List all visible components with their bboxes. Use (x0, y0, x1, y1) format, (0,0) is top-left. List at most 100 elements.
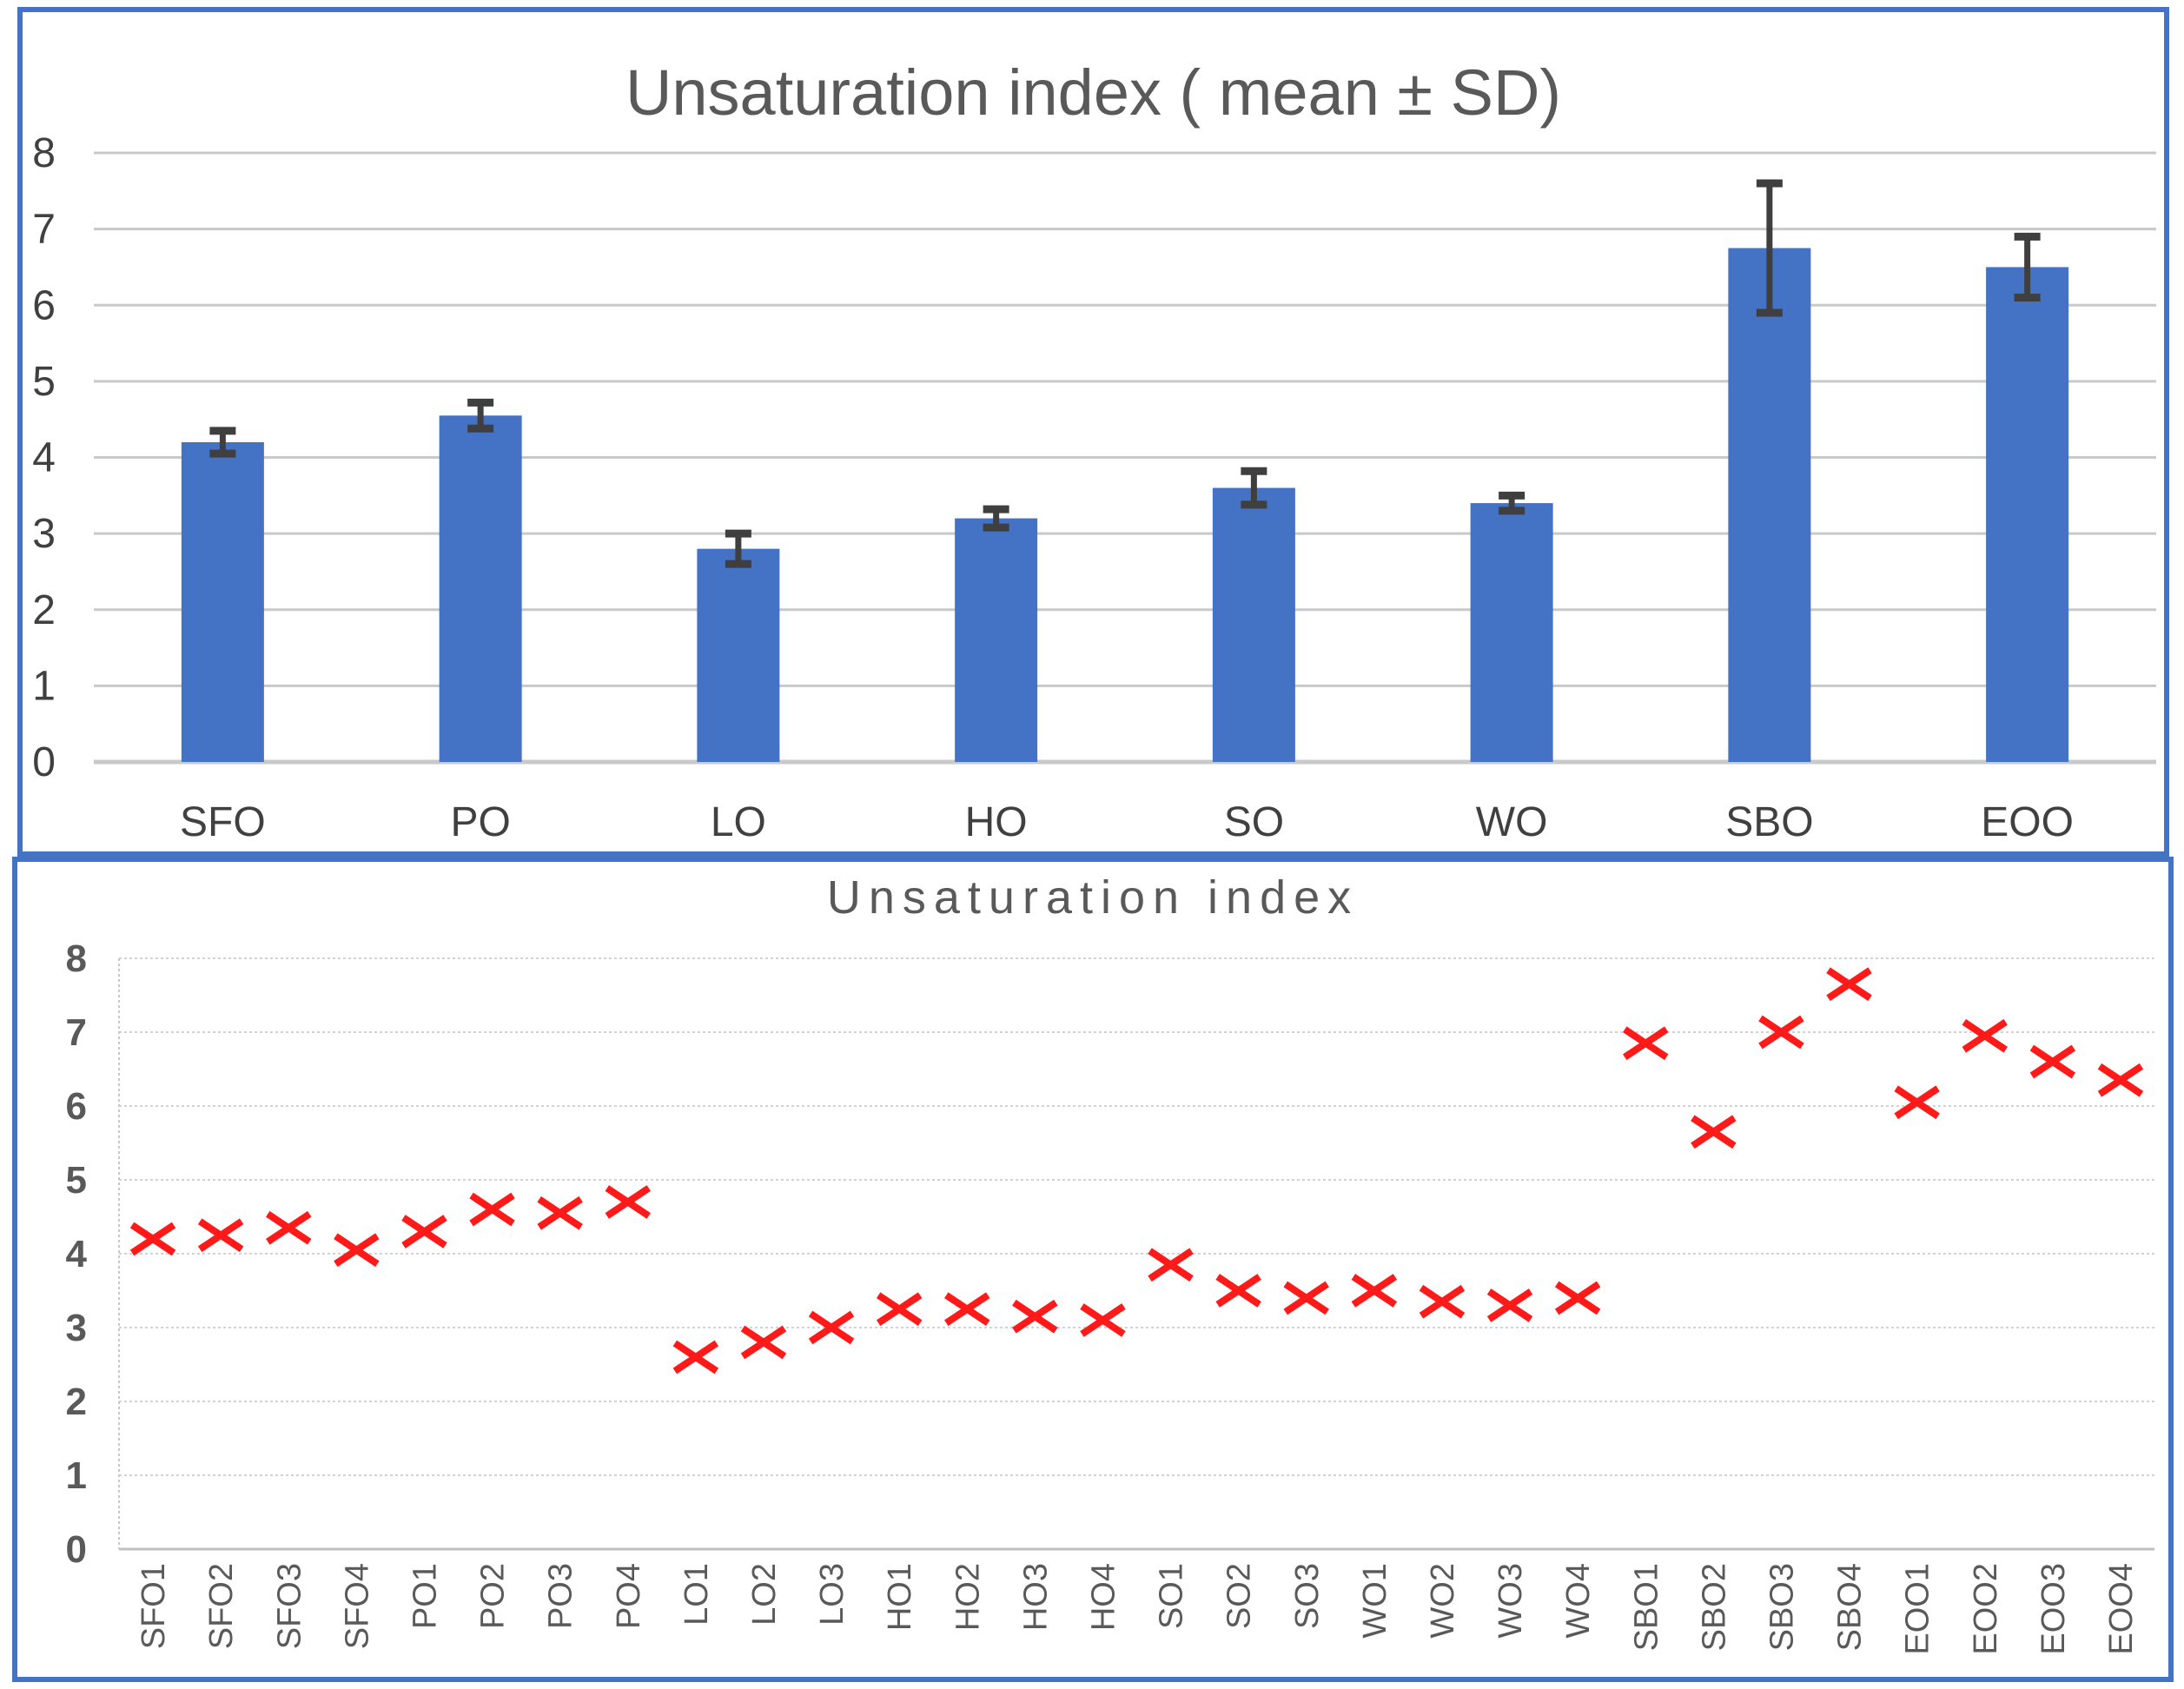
scatter-xtick-EOO2: EOO2 (1968, 1563, 2004, 1655)
bar-xtick-WO: WO (1476, 799, 1548, 845)
scatter-xtick-EOO1: EOO1 (1900, 1563, 1936, 1655)
scatter-point-HO2 (944, 1292, 990, 1327)
bar-chart-title: Unsaturation index ( mean ± SD) (625, 56, 1562, 129)
scatter-point-WO3 (1486, 1288, 1533, 1322)
scatter-xtick-SFO3: SFO3 (271, 1563, 308, 1649)
scatter-point-LO3 (808, 1310, 855, 1345)
scatter-ytick-2: 2 (66, 1381, 87, 1423)
scatter-point-EOO2 (1962, 1018, 2008, 1053)
scatter-ytick-6: 6 (66, 1085, 87, 1128)
scatter-chart-title: Unsaturation index (826, 871, 1360, 924)
scatter-point-SO2 (1215, 1274, 1261, 1308)
scatter-point-PO4 (605, 1185, 651, 1219)
scatter-xtick-SFO2: SFO2 (203, 1563, 240, 1649)
scatter-xtick-HO3: HO3 (1017, 1563, 1054, 1631)
bar-xtick-PO: PO (450, 799, 510, 845)
scatter-point-SFO3 (266, 1210, 312, 1245)
scatter-ytick-3: 3 (66, 1307, 87, 1349)
scatter-ytick-8: 8 (66, 937, 87, 980)
scatter-point-PO2 (469, 1192, 515, 1227)
scatter-point-SFO2 (197, 1218, 244, 1253)
scatter-point-PO3 (537, 1196, 583, 1230)
scatter-point-SBO4 (1826, 967, 1872, 1002)
scatter-point-SFO1 (129, 1222, 176, 1256)
bar-ytick-0: 0 (32, 739, 56, 785)
scatter-point-EOO1 (1894, 1085, 1940, 1120)
scatter-xtick-LO2: LO2 (746, 1563, 783, 1626)
scatter-xtick-PO4: PO4 (611, 1563, 647, 1629)
scatter-xtick-PO1: PO1 (407, 1563, 443, 1629)
bar-ytick-4: 4 (32, 435, 56, 481)
bar-xtick-EOO: EOO (1981, 799, 2074, 845)
scatter-xtick-SFO1: SFO1 (136, 1563, 172, 1649)
scatter-ytick-7: 7 (66, 1011, 87, 1054)
bar-xtick-SFO: SFO (180, 799, 266, 845)
scatter-xtick-PO3: PO3 (543, 1563, 579, 1629)
scatter-point-LO1 (672, 1340, 719, 1374)
scatter-xtick-SBO4: SBO4 (1832, 1563, 1869, 1651)
scatter-xtick-SO3: SO3 (1289, 1563, 1326, 1629)
bar-ytick-5: 5 (32, 359, 56, 405)
scatter-xtick-WO1: WO1 (1357, 1563, 1393, 1639)
bar-xtick-LO: LO (711, 799, 766, 845)
scatter-ytick-5: 5 (66, 1159, 87, 1202)
bar-ytick-7: 7 (32, 207, 56, 253)
bar-SO (1212, 487, 1295, 762)
bar-ytick-1: 1 (32, 663, 56, 709)
scatter-point-WO1 (1351, 1274, 1398, 1308)
scatter-point-HO4 (1080, 1303, 1126, 1337)
bar-HO (955, 518, 1038, 762)
scatter-xtick-SBO2: SBO2 (1696, 1563, 1732, 1651)
bar-LO (697, 548, 780, 762)
scatter-xtick-SBO3: SBO3 (1764, 1563, 1800, 1651)
bar-EOO (1986, 267, 2069, 762)
bar-SFO (181, 441, 264, 762)
scatter-xtick-EOO3: EOO3 (2035, 1563, 2072, 1655)
scatter-point-WO4 (1554, 1281, 1601, 1315)
scatter-ytick-1: 1 (66, 1454, 87, 1497)
scatter-xtick-SO1: SO1 (1154, 1563, 1190, 1629)
scatter-xtick-HO4: HO4 (1085, 1563, 1122, 1631)
scatter-xtick-SO2: SO2 (1221, 1563, 1258, 1629)
scatter-xtick-WO3: WO3 (1492, 1563, 1529, 1639)
scatter-point-PO1 (401, 1215, 447, 1249)
bar-ytick-2: 2 (32, 587, 56, 633)
scatter-point-SFO4 (334, 1233, 380, 1268)
scatter-point-WO2 (1419, 1284, 1466, 1319)
scatter-point-EOO3 (2029, 1044, 2076, 1079)
scatter-xtick-PO2: PO2 (475, 1563, 512, 1629)
scatter-xtick-HO2: HO2 (950, 1563, 986, 1631)
scatter-xtick-WO2: WO2 (1425, 1563, 1461, 1639)
scatter-point-EOO4 (2097, 1063, 2144, 1097)
scatter-xtick-LO3: LO3 (814, 1563, 850, 1626)
scatter-xtick-HO1: HO1 (882, 1563, 918, 1631)
scatter-point-SBO2 (1691, 1115, 1737, 1149)
scatter-xtick-SFO4: SFO4 (339, 1563, 375, 1649)
scatter-point-HO3 (1012, 1299, 1058, 1334)
scatter-point-SBO3 (1758, 1015, 1804, 1050)
scatter-point-HO1 (876, 1292, 923, 1327)
scatter-point-SO1 (1148, 1248, 1194, 1282)
scatter-point-LO2 (740, 1325, 787, 1360)
bar-SBO (1728, 248, 1811, 762)
scatter-ytick-0: 0 (66, 1528, 87, 1571)
scatter-xtick-EOO4: EOO4 (2103, 1563, 2140, 1655)
bar-ytick-8: 8 (32, 130, 56, 176)
bar-ytick-3: 3 (32, 511, 56, 557)
bar-xtick-HO: HO (965, 799, 1028, 845)
scatter-ytick-4: 4 (66, 1233, 88, 1275)
bar-WO (1470, 503, 1553, 762)
bar-PO (439, 415, 522, 762)
bar-xtick-SO: SO (1224, 799, 1284, 845)
scatter-point-SO3 (1283, 1281, 1329, 1315)
scatter-point-SBO1 (1623, 1026, 1669, 1061)
scatter-chart-panel (12, 857, 2174, 1682)
bar-xtick-SBO: SBO (1725, 799, 1813, 845)
bar-ytick-6: 6 (32, 282, 56, 328)
scatter-xtick-SBO1: SBO1 (1628, 1563, 1664, 1651)
scatter-xtick-WO4: WO4 (1560, 1563, 1597, 1639)
scatter-xtick-LO1: LO1 (678, 1563, 715, 1626)
